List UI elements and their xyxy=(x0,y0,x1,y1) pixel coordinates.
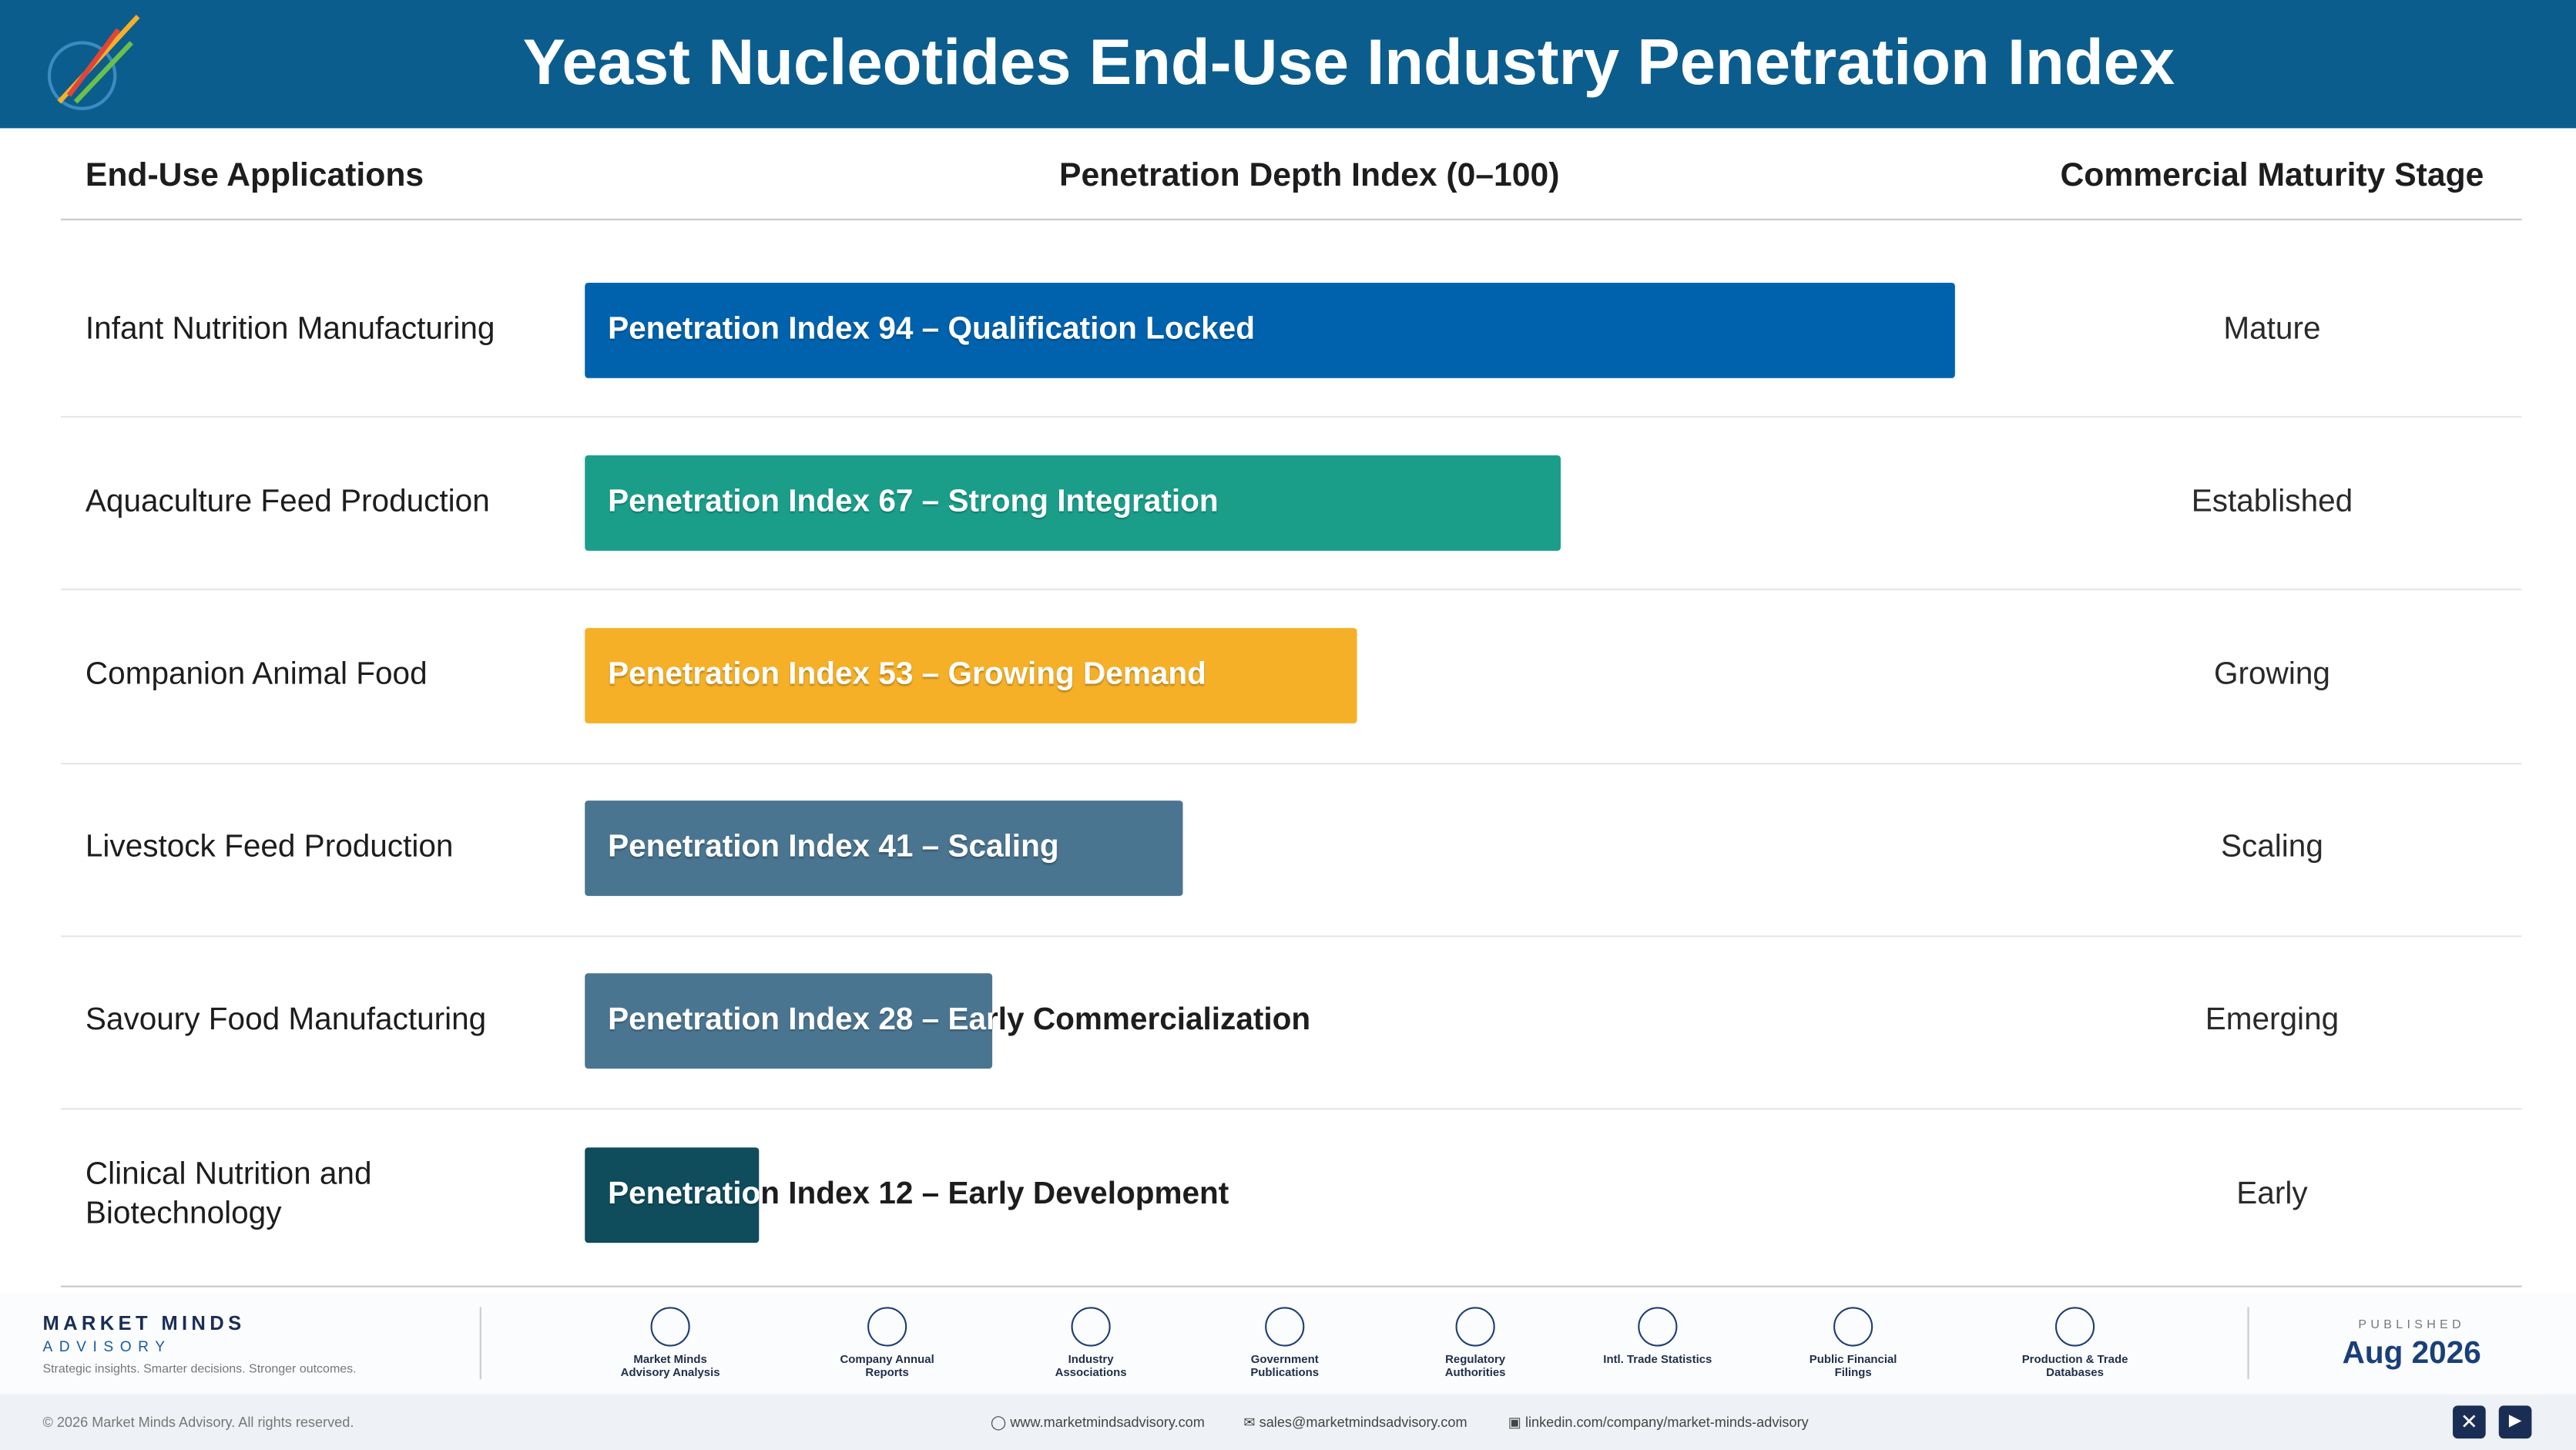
row-divider xyxy=(60,762,2522,764)
divider xyxy=(2247,1307,2249,1380)
bar-label: Penetration Index 28 – Early Commerciali… xyxy=(608,1003,993,1039)
footer-rule xyxy=(60,1285,2522,1287)
category-label: Aquaculture Feed Production xyxy=(85,485,490,519)
x-icon[interactable]: ✕ xyxy=(2453,1405,2486,1439)
website-text: www.marketmindsadvisory.com xyxy=(1010,1414,1205,1431)
row-divider xyxy=(60,1108,2522,1110)
brand-sub: ADVISORY xyxy=(42,1338,172,1355)
column-header: Commercial Maturity Stage xyxy=(2060,157,2484,194)
bar: Penetration Index 12 – Early Development xyxy=(585,1146,760,1243)
published-date: Aug 2026 xyxy=(2342,1336,2481,1371)
source-icon xyxy=(1071,1307,1111,1347)
row-divider xyxy=(60,589,2522,591)
source-label: Regulatory Authorities xyxy=(1444,1354,1506,1380)
source-icon xyxy=(650,1307,690,1347)
stage-label: Established xyxy=(2191,485,2353,519)
youtube-icon[interactable]: ▶ xyxy=(2498,1405,2532,1439)
stage-label: Mature xyxy=(2223,311,2321,347)
stage-label: Emerging xyxy=(2205,1003,2340,1039)
category-label: Infant Nutrition Manufacturing xyxy=(85,311,495,347)
category-label: Clinical Nutrition and Biotechnology xyxy=(85,1156,372,1231)
category-label: Savoury Food Manufacturing xyxy=(85,1003,487,1039)
source-label: Market Minds Advisory Analysis xyxy=(620,1354,720,1380)
bottom-bar: © 2026 Market Minds Advisory. All rights… xyxy=(0,1394,2576,1450)
bar: Penetration Index 67 – Strong Integratio… xyxy=(585,455,1561,551)
column-header: Penetration Depth Index (0–100) xyxy=(1058,157,1560,194)
header-bar: Yeast Nucleotides End-Use Industry Penet… xyxy=(0,0,2576,129)
source-icon xyxy=(1455,1307,1495,1347)
row-divider xyxy=(60,935,2522,937)
source-label: Government Publications xyxy=(1250,1354,1320,1380)
source-icon xyxy=(1638,1307,1678,1347)
category-label: Livestock Feed Production xyxy=(85,830,454,865)
bar-label: Penetration Index 12 – Early Development xyxy=(608,1176,760,1211)
column-header: End-Use Applications xyxy=(85,157,424,194)
title: Yeast Nucleotides End-Use Industry Penet… xyxy=(522,28,2175,99)
stage-label: Growing xyxy=(2214,657,2330,693)
website: ◯ www.marketmindsadvisory.com xyxy=(990,1414,1205,1431)
linkedin: ▣ linkedin.com/company/market-minds-advi… xyxy=(1508,1414,1809,1431)
category-label: Companion Animal Food xyxy=(85,657,428,693)
bar: Penetration Index 28 – Early Commerciali… xyxy=(585,974,993,1069)
linkedin-text: linkedin.com/company/market-minds-adviso… xyxy=(1524,1414,1809,1431)
bar: Penetration Index 53 – Growing Demand xyxy=(585,628,1357,723)
email-text: sales@marketmindsadvisory.com xyxy=(1259,1414,1467,1431)
bar-label: Penetration Index 94 – Qualification Loc… xyxy=(608,311,1255,347)
source-icon xyxy=(1833,1307,1873,1347)
source-icon xyxy=(2054,1307,2095,1347)
source-label: Company Annual Reports xyxy=(840,1354,934,1380)
published-label: PUBLISHED xyxy=(2358,1317,2466,1332)
bar-label: Penetration Index 41 – Scaling xyxy=(608,830,1059,865)
stage-label: Scaling xyxy=(2220,830,2323,865)
source-label: Public Financial Filings xyxy=(1809,1354,1897,1380)
email: ✉ sales@marketmindsadvisory.com xyxy=(1243,1414,1467,1431)
tagline: Strategic insights. Smarter decisions. S… xyxy=(42,1361,357,1376)
header-rule xyxy=(60,218,2522,220)
logo xyxy=(47,15,140,110)
brand: MARKET MINDS xyxy=(42,1311,246,1335)
bar: Penetration Index 94 – Qualification Loc… xyxy=(585,282,1955,378)
source-label: Industry Associations xyxy=(1055,1354,1127,1380)
bar-label: Penetration Index 67 – Strong Integratio… xyxy=(608,485,1219,519)
divider xyxy=(479,1307,481,1380)
source-icon xyxy=(867,1307,907,1347)
source-label: Production & Trade Databases xyxy=(2021,1354,2128,1380)
footer: MARKET MINDS ADVISORY Strategic insights… xyxy=(0,1294,2576,1395)
source-label: Intl. Trade Statistics xyxy=(1603,1354,1712,1367)
source-icon xyxy=(1265,1307,1305,1347)
copyright: © 2026 Market Minds Advisory. All rights… xyxy=(42,1414,354,1431)
stage-label: Early xyxy=(2236,1176,2308,1211)
bar: Penetration Index 41 – Scaling xyxy=(585,801,1182,897)
row-divider xyxy=(60,416,2522,418)
bar-label: Penetration Index 53 – Growing Demand xyxy=(608,657,1206,693)
